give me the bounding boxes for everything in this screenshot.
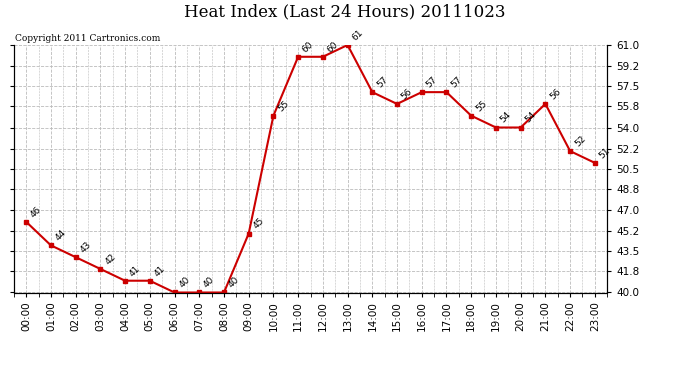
Text: 55: 55 (276, 99, 290, 113)
Text: 41: 41 (128, 264, 142, 278)
Text: Copyright 2011 Cartronics.com: Copyright 2011 Cartronics.com (15, 33, 160, 42)
Text: 54: 54 (499, 110, 513, 125)
Text: 40: 40 (227, 275, 241, 290)
Text: 57: 57 (424, 75, 439, 89)
Text: 61: 61 (351, 28, 365, 42)
Text: 60: 60 (301, 39, 315, 54)
Text: 44: 44 (54, 228, 68, 243)
Text: Heat Index (Last 24 Hours) 20111023: Heat Index (Last 24 Hours) 20111023 (184, 4, 506, 21)
Text: 52: 52 (573, 134, 587, 148)
Text: 42: 42 (103, 252, 117, 266)
Text: 60: 60 (326, 39, 340, 54)
Text: 56: 56 (400, 87, 414, 101)
Text: 41: 41 (152, 264, 167, 278)
Text: 57: 57 (375, 75, 390, 89)
Text: 56: 56 (548, 87, 562, 101)
Text: 54: 54 (524, 110, 538, 125)
Text: 45: 45 (251, 216, 266, 231)
Text: 40: 40 (177, 275, 192, 290)
Text: 57: 57 (449, 75, 464, 89)
Text: 43: 43 (79, 240, 92, 254)
Text: 40: 40 (202, 275, 217, 290)
Text: 46: 46 (29, 205, 43, 219)
Text: 55: 55 (474, 99, 489, 113)
Text: 51: 51 (598, 146, 612, 160)
